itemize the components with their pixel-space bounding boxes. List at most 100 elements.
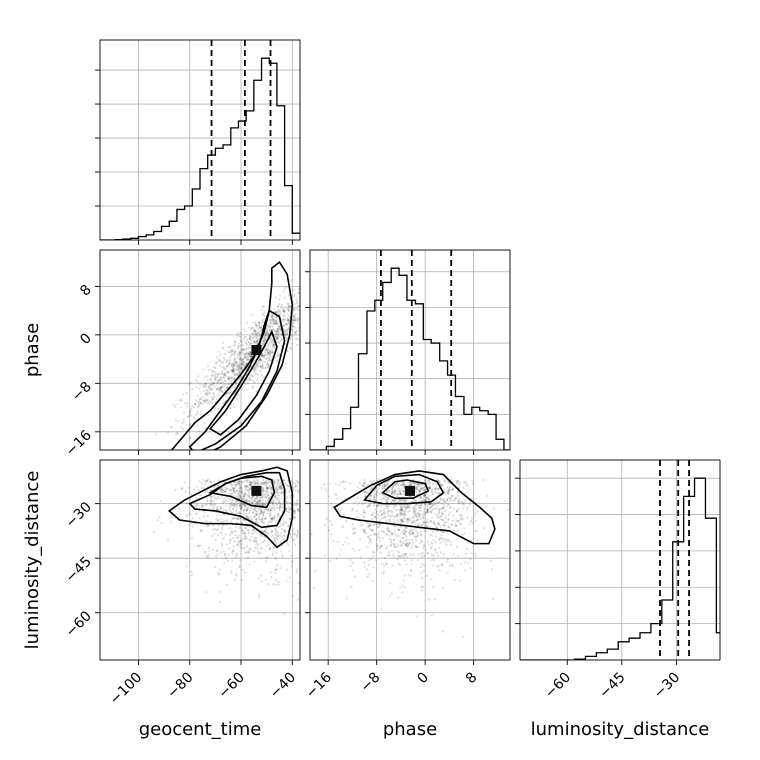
sample-point xyxy=(269,322,272,325)
sample-point xyxy=(280,313,283,316)
sample-point xyxy=(284,482,287,485)
sample-point xyxy=(231,349,234,352)
sample-point xyxy=(301,511,303,513)
sample-point xyxy=(199,397,202,400)
sample-point xyxy=(209,500,213,503)
sample-point xyxy=(421,486,424,489)
sample-point xyxy=(457,479,460,483)
sample-point xyxy=(204,392,208,395)
sample-point xyxy=(471,552,474,555)
sample-point xyxy=(272,343,275,347)
sample-point xyxy=(280,333,283,336)
sample-point xyxy=(234,382,237,385)
sample-point xyxy=(254,514,257,517)
sample-point xyxy=(230,531,233,534)
sample-point xyxy=(460,501,464,504)
sample-point xyxy=(443,509,446,512)
sample-point xyxy=(377,525,380,528)
sample-point xyxy=(397,521,400,524)
sample-point xyxy=(265,556,268,560)
sample-point xyxy=(174,432,178,436)
sample-point xyxy=(377,504,380,507)
sample-point xyxy=(390,532,394,535)
sample-point xyxy=(237,480,241,483)
sample-point xyxy=(403,513,407,516)
sample-point xyxy=(240,340,243,344)
sample-point xyxy=(275,337,279,341)
sample-point xyxy=(240,506,243,509)
sample-point xyxy=(243,355,247,358)
sample-point xyxy=(223,497,226,500)
sample-point xyxy=(408,506,411,510)
sample-point xyxy=(391,491,394,494)
sample-point xyxy=(301,298,303,300)
sample-point xyxy=(384,494,387,498)
panel-frame xyxy=(99,459,301,661)
sample-point xyxy=(382,570,385,573)
sample-point xyxy=(363,565,366,568)
sample-point xyxy=(238,334,241,338)
sample-point xyxy=(264,480,267,483)
sample-point xyxy=(229,391,232,394)
sample-point xyxy=(271,315,274,318)
sample-point xyxy=(254,529,257,533)
sample-point xyxy=(196,412,199,415)
sample-point xyxy=(238,489,241,493)
sample-point xyxy=(372,479,376,483)
sample-point xyxy=(373,532,376,535)
sample-point xyxy=(382,537,385,540)
sample-point xyxy=(275,322,278,325)
sample-point xyxy=(365,505,368,508)
sample-point xyxy=(389,518,392,521)
sample-point xyxy=(418,506,421,509)
sample-point xyxy=(270,507,273,510)
sample-point xyxy=(257,360,260,363)
sample-point xyxy=(420,588,424,592)
sample-point xyxy=(412,516,415,519)
sample-point xyxy=(388,490,391,493)
sample-point xyxy=(212,506,216,509)
sample-point xyxy=(228,497,231,500)
sample-point xyxy=(421,523,425,527)
sample-point xyxy=(262,491,265,494)
sample-point xyxy=(371,551,375,554)
sample-point xyxy=(270,530,274,533)
sample-point xyxy=(272,507,275,510)
sample-point xyxy=(441,630,444,633)
sample-point xyxy=(293,316,297,320)
sample-point xyxy=(298,329,300,332)
sample-point xyxy=(180,399,183,403)
sample-point xyxy=(442,539,445,543)
sample-point xyxy=(311,316,313,318)
sample-point xyxy=(275,315,278,318)
sample-point xyxy=(438,511,441,514)
sample-point xyxy=(233,349,236,353)
sample-point xyxy=(158,516,161,519)
sample-point xyxy=(229,538,232,541)
sample-point xyxy=(446,571,449,574)
sample-point xyxy=(286,318,290,321)
sample-point xyxy=(436,487,440,491)
sample-point xyxy=(326,295,328,297)
sample-point xyxy=(376,535,380,539)
sample-point xyxy=(259,496,263,499)
sample-point xyxy=(239,421,242,425)
sample-point xyxy=(300,554,302,556)
sample-point xyxy=(260,501,263,505)
sample-point xyxy=(232,402,235,405)
sample-point xyxy=(229,533,232,536)
sample-point xyxy=(241,388,244,391)
sample-point xyxy=(296,300,299,303)
sample-point xyxy=(457,520,460,523)
sample-point xyxy=(238,370,241,374)
sample-point xyxy=(218,373,221,376)
sample-point xyxy=(160,522,163,525)
sample-point xyxy=(199,402,202,405)
sample-point xyxy=(471,482,474,485)
sample-point xyxy=(197,544,200,547)
sample-point xyxy=(435,507,438,510)
sample-point xyxy=(419,566,422,569)
sample-point xyxy=(287,305,290,308)
sample-point xyxy=(304,285,306,287)
sample-point xyxy=(425,509,429,512)
